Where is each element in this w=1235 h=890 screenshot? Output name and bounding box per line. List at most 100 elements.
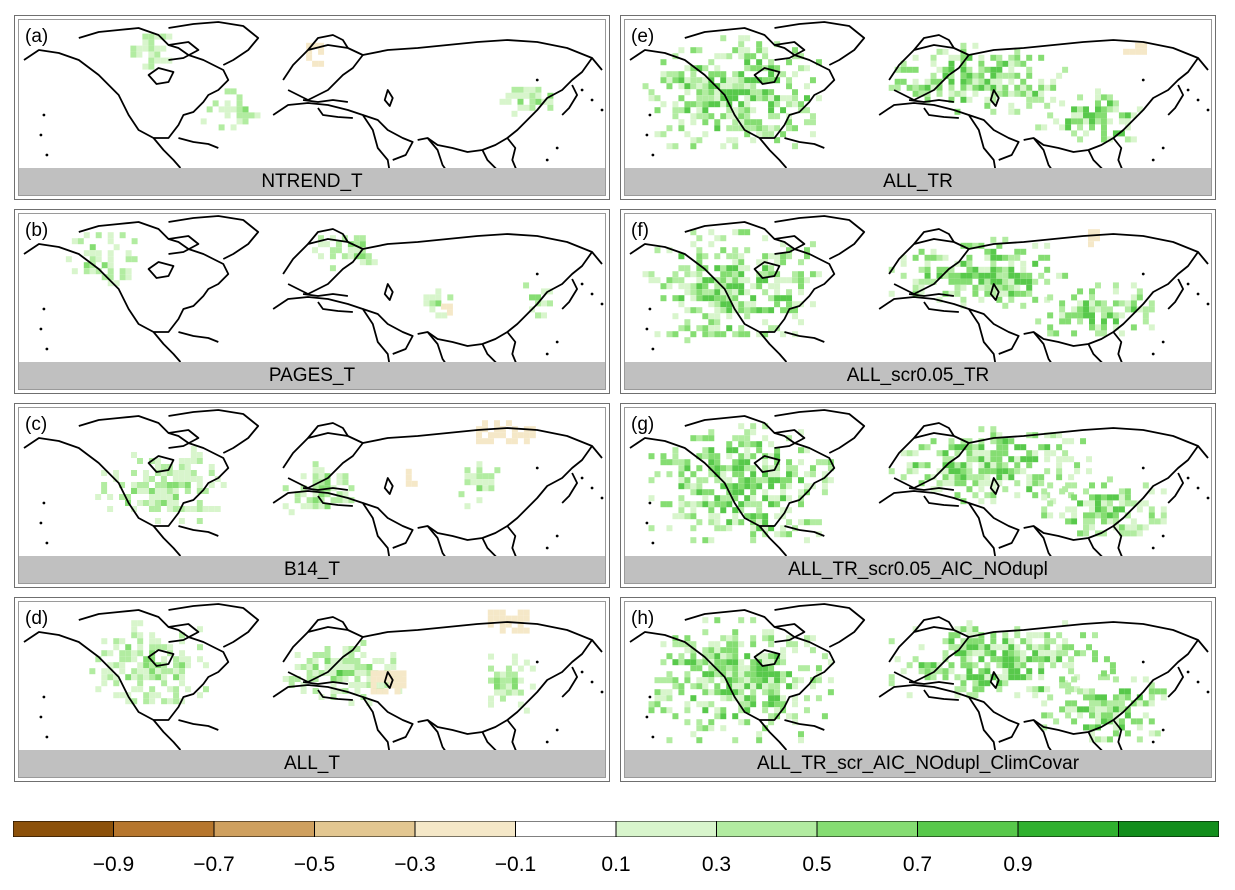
grid-cell [1106,306,1113,313]
grid-cell [780,241,787,248]
grid-cell [708,519,715,526]
grid-cell [984,272,991,279]
grid-cell [1100,512,1107,519]
grid-cell [726,641,733,648]
grid-cell [166,482,173,488]
island [545,158,549,162]
grid-cell [388,670,395,677]
grid-cell [155,674,162,681]
grid-cell [780,295,787,302]
grid-cell [137,662,144,669]
grid-cell [696,235,703,242]
grid-cell [996,474,1003,481]
island [555,534,559,538]
grid-cell [809,119,816,126]
grid-cell [1089,312,1095,319]
grid-cell [1026,290,1033,297]
grid-cell [1038,54,1045,61]
grid-cell [738,89,745,96]
grid-cell [154,57,161,64]
grid-cell [1106,518,1113,525]
grid-cell [684,325,691,332]
grid-cell [894,656,901,663]
grid-cell [306,497,313,504]
grid-cell [972,90,979,97]
grid-cell [738,277,745,284]
grid-cell [690,331,697,338]
grid-cell [1106,106,1113,113]
grid-cell [149,638,156,645]
grid-cell [131,506,137,512]
grid-cell [726,635,733,642]
grid-cell [792,125,799,132]
grid-cell [744,307,751,314]
grid-cell [1059,682,1066,689]
grid-cell [809,465,816,472]
grid-cell [1100,118,1107,125]
grid-cell [744,429,751,436]
grid-cell [803,519,810,526]
grid-cell [1148,518,1155,525]
coastline [913,228,955,245]
grid-cell [1020,638,1027,645]
grid-cell [768,325,775,332]
grid-cell [972,290,979,297]
grid-cell [672,331,679,338]
coastline [481,331,519,366]
coastline [684,215,866,260]
grid-cell [336,491,343,498]
grid-cell [1083,530,1090,537]
grid-cell [1026,96,1033,103]
grid-cell [161,668,168,675]
grid-cell [1020,674,1027,681]
grid-cell [370,676,377,683]
grid-cell [172,494,179,500]
grid-cell [1008,284,1015,291]
coastline [908,487,954,491]
grid-cell [738,307,745,314]
grid-cell [202,686,209,693]
grid-cell [918,90,925,97]
grid-cell [756,125,763,132]
grid-cell [342,473,349,480]
grid-cell [1032,632,1039,639]
grid-cell [738,465,745,472]
grid-cell [1148,700,1155,707]
grid-cell [744,95,751,102]
grid-cell [1035,124,1042,131]
grid-cell [113,644,120,651]
coastline [282,44,364,101]
grid-cell [774,125,781,132]
grid-cell [1068,662,1075,669]
grid-cell [101,482,108,488]
grid-cell [372,658,379,664]
grid-cell [990,674,997,681]
grid-cell [732,301,739,308]
colorbar-tick-label: −0.7 [193,853,235,876]
grid-cell [1059,512,1066,519]
grid-cell [702,89,709,96]
grid-cell [190,452,197,458]
grid-cell [888,290,895,297]
grid-cell [786,483,793,490]
grid-cell [1094,300,1101,307]
grid-cell [476,461,483,468]
grid-cell [726,653,733,660]
grid-cell [136,482,143,488]
grid-cell [720,507,727,514]
coastline [383,477,394,495]
grid-cell [1089,694,1095,701]
grid-cell [948,456,955,463]
grid-cell [1020,468,1027,475]
grid-cell [1089,724,1095,731]
grid-cell [505,438,512,445]
grid-cell [1008,108,1015,115]
grid-cell [690,489,697,496]
grid-cell [1077,688,1084,695]
grid-cell [672,447,679,454]
grid-cell [900,272,907,279]
grid-cell [1008,78,1015,85]
grid-cell [738,331,745,338]
grid-cell [696,477,703,484]
grid-cell [768,265,775,272]
